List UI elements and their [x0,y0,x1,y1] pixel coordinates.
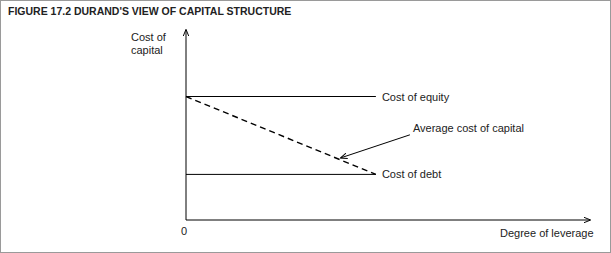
label-arrow [341,135,410,158]
y-axis-label-line: capital [131,44,163,56]
y-axis [186,30,187,220]
chart: FIGURE 17.2 DURAND'S VIEW OF CAPITAL STR… [0,0,611,253]
x-axis [186,220,590,221]
title: FIGURE 17.2 DURAND'S VIEW OF CAPITAL STR… [8,5,291,17]
frame [1,1,611,253]
series-line [186,174,376,175]
y-axis-label: Cost ofcapital [131,31,167,56]
x-tick-label: 0 [181,225,187,237]
x-axis-label: Degree of leverage [500,227,594,239]
series-label: Average cost of capital [413,122,524,134]
series-group [186,97,376,175]
series-label: Cost of debt [382,168,441,180]
series-line [186,96,376,97]
y-axis-label-line: Cost of [131,31,167,43]
series-label: Cost of equity [382,91,450,103]
series-line [186,97,376,175]
